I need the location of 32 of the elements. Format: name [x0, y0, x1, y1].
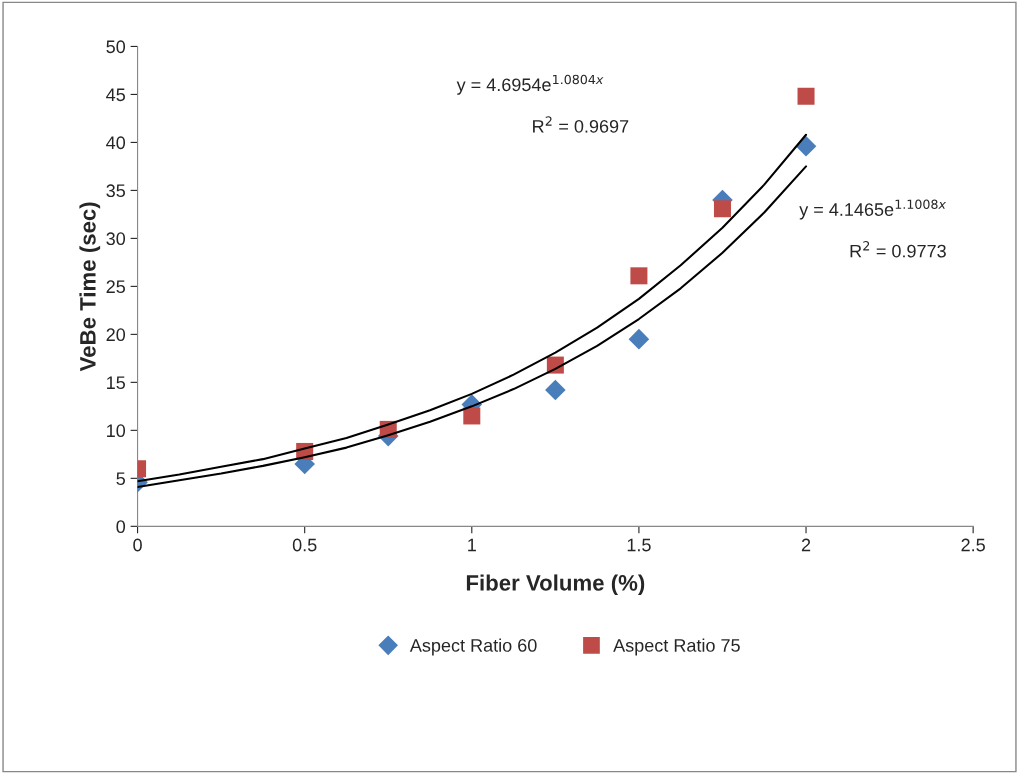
y-tick-label: 5 [116, 472, 125, 486]
legend-label: Aspect Ratio 75 [613, 638, 740, 656]
y-tick-label: 50 [106, 40, 126, 54]
legend-label: Aspect Ratio 60 [409, 638, 537, 656]
annotation: R$^{2}$ = 0.9773 [850, 241, 946, 258]
annotation: R$^{2}$ = 0.9697 [533, 116, 629, 133]
x-axis-title: Fiber Volume (%) [466, 574, 645, 596]
x-tick-label: 0.5 [292, 538, 317, 552]
point [797, 87, 815, 105]
point [630, 267, 648, 285]
y-tick-label: 45 [106, 88, 125, 102]
y-tick-label: 20 [106, 328, 126, 342]
point [795, 135, 817, 157]
y-tick-label: 30 [106, 232, 126, 246]
y-tick-label: 0 [116, 520, 126, 534]
y-tick-label: 40 [106, 136, 126, 150]
y-tick-label: 10 [107, 424, 126, 438]
y-tick-label: 15 [107, 376, 125, 390]
annotation: y = 4.6954e$^{1.0804x}$ [456, 74, 604, 95]
x-tick-label: 1.5 [627, 538, 651, 552]
y-tick-label: 25 [106, 280, 125, 294]
x-tick-label: 2 [801, 538, 811, 552]
y-axis-title: VeBe Time (sec) [79, 202, 101, 372]
point [713, 200, 731, 218]
annotation: y = 4.1465e$^{1.1008x}$ [799, 199, 947, 220]
y-tick-label: 35 [106, 184, 125, 198]
point [463, 407, 481, 425]
point [628, 328, 650, 350]
x-tick-label: 2.5 [961, 538, 985, 552]
x-tick-label: 0 [133, 538, 142, 552]
point [545, 379, 566, 401]
x-tick-label: 1 [468, 538, 476, 552]
